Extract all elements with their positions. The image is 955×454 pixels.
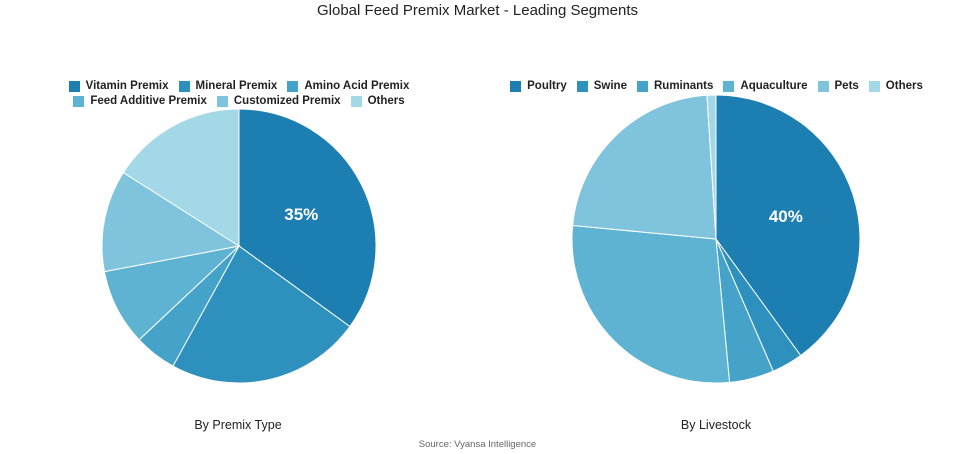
legend-premix-type: Vitamin Premix Mineral Premix Amino Acid P…: [0, 80, 478, 107]
legend-item: Mineral Premix: [178, 80, 278, 92]
pie-slice: [172, 245, 351, 384]
legend-swatch: [868, 80, 880, 92]
legend-label: Mineral Premix: [195, 80, 278, 92]
legend-label: Ruminants: [653, 80, 714, 92]
pie-slice: [706, 94, 717, 240]
pie-slice: [715, 94, 861, 357]
legend-label: Aquaculture: [740, 80, 808, 92]
source-note: Source: Vyansa Intelligence: [418, 439, 537, 450]
pie-slice: [571, 224, 731, 384]
pie-slice: [101, 171, 241, 273]
slice-data-label: 40%: [769, 207, 803, 226]
legend-item: Pets: [817, 80, 859, 92]
legend-label: Others: [367, 95, 405, 107]
caption-livestock: By Livestock: [680, 418, 752, 432]
legend-item: Vitamin Premix: [68, 80, 169, 92]
legend-item: Others: [868, 80, 923, 92]
legend-swatch: [68, 80, 80, 92]
legend-label: Vitamin Premix: [85, 80, 169, 92]
legend-swatch: [73, 95, 85, 107]
legend-swatch: [178, 80, 190, 92]
legend-swatch: [287, 80, 299, 92]
legend-swatch: [510, 80, 522, 92]
legend-item: Aquaculture: [723, 80, 808, 92]
legend-item: Others: [350, 95, 405, 107]
legend-label: Feed Additive Premix: [90, 95, 207, 107]
legend-swatch: [817, 80, 829, 92]
legend-item: Swine: [576, 80, 627, 92]
legend-item: Poultry: [510, 80, 567, 92]
legend-swatch: [216, 95, 228, 107]
legend-swatch: [350, 95, 362, 107]
legend-label: Poultry: [527, 80, 567, 92]
legend-item: Ruminants: [636, 80, 714, 92]
legend-swatch: [636, 80, 648, 92]
legend-swatch: [723, 80, 735, 92]
legend-item: Feed Additive Premix: [73, 95, 207, 107]
legend-label: Others: [885, 80, 923, 92]
pie-slice: [238, 108, 377, 328]
legend-swatch: [576, 80, 588, 92]
slice-data-label: 35%: [284, 205, 318, 224]
pie-slice: [122, 108, 240, 247]
legend-label: Pets: [834, 80, 859, 92]
legend-label: Customized Premix: [233, 95, 341, 107]
legend-item: Customized Premix: [216, 95, 341, 107]
caption-premix-type: By Premix Type: [194, 418, 282, 432]
pie-slice: [572, 94, 717, 240]
legend-livestock: Poultry Swine Ruminants Aquaculture Pets Othe…: [478, 80, 955, 92]
legend-label: Swine: [593, 80, 627, 92]
legend-item: Amino Acid Premix: [287, 80, 409, 92]
chart-title: Global Feed Premix Market - Leading Segm…: [317, 2, 638, 19]
legend-label: Amino Acid Premix: [304, 80, 410, 92]
